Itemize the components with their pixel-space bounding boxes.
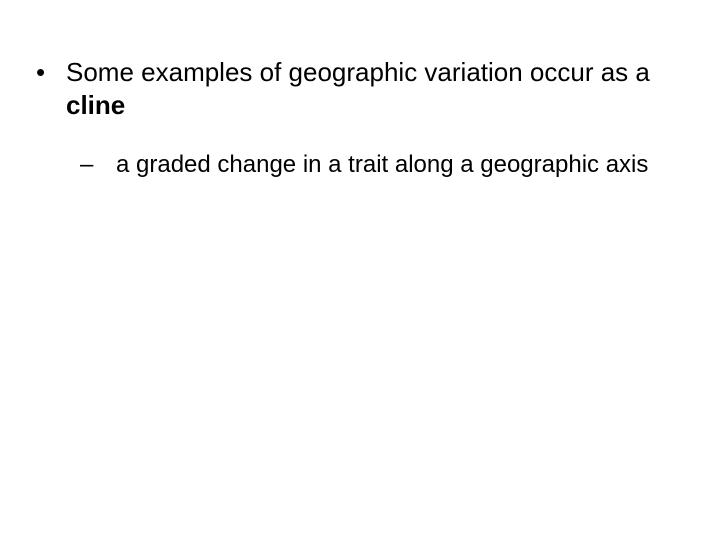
sub-bullet-marker: –: [80, 150, 116, 180]
sub-bullet-item-1: – a graded change in a trait along a geo…: [80, 150, 670, 180]
sub-bullet-text: a graded change in a trait along a geogr…: [116, 150, 670, 180]
bullet-text-bold: cline: [66, 90, 125, 120]
bullet-item-1: • Some examples of geographic variation …: [32, 56, 672, 121]
bullet-text: Some examples of geographic variation oc…: [66, 56, 672, 121]
slide: • Some examples of geographic variation …: [0, 0, 720, 540]
bullet-text-plain: Some examples of geographic variation oc…: [66, 57, 650, 87]
bullet-marker: •: [32, 56, 66, 89]
